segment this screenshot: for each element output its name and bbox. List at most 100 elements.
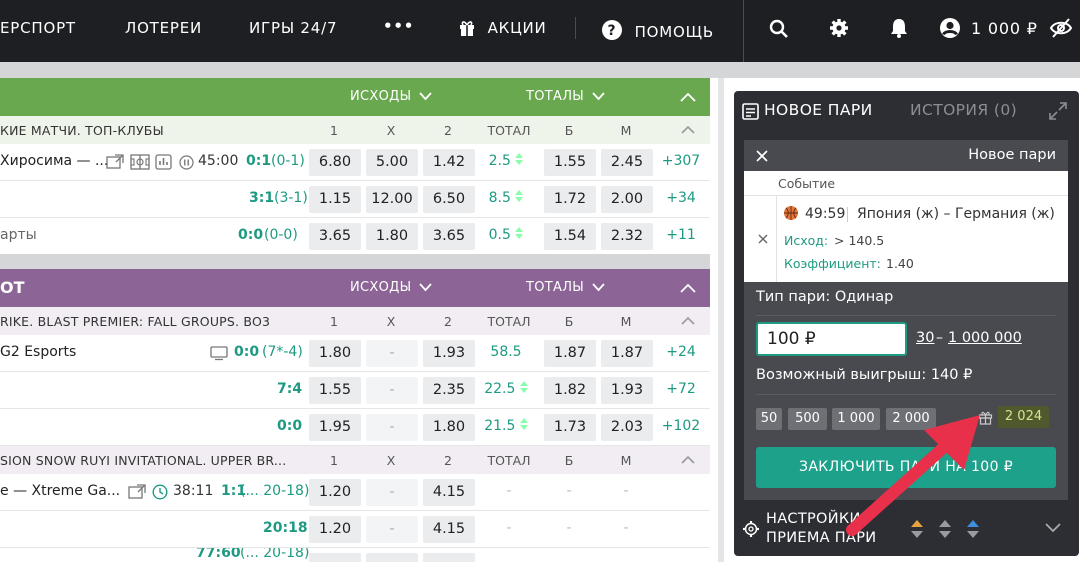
odds-1[interactable]: 1.20: [309, 479, 361, 506]
table-row[interactable]: 77:60 (... 20-18): [0, 548, 710, 562]
search-icon[interactable]: [769, 19, 789, 39]
odds-1[interactable]: 1.80: [309, 340, 361, 367]
collapse-chevron-icon[interactable]: [681, 316, 695, 325]
odds-under[interactable]: 2.03: [601, 414, 653, 441]
odds-2[interactable]: 1.80: [423, 414, 475, 441]
collapse-chevron-icon[interactable]: [681, 455, 695, 464]
bet-type[interactable]: Тип пари: Одинар: [756, 289, 894, 305]
table-row[interactable]: 20:18 1.20 - 4.15 - - -: [0, 511, 710, 548]
odds-under[interactable]: 1.93: [601, 377, 653, 404]
table-row[interactable]: арты 0:0 (0-0) 3.65 1.80 3.65 0.5 1.54 2…: [0, 218, 710, 254]
odds-change-any-icon[interactable]: [910, 519, 924, 539]
match-name[interactable]: Хиросима — ...: [0, 153, 109, 169]
stream-icon[interactable]: [210, 346, 228, 361]
gear-icon[interactable]: [829, 18, 849, 38]
totals-toggle[interactable]: ТОТАЛЫ: [526, 89, 585, 104]
more-markets-link[interactable]: +11: [666, 227, 696, 243]
quick-stake-chip[interactable]: 50: [756, 408, 782, 430]
quick-stake-chip[interactable]: 500: [788, 408, 827, 430]
event-name[interactable]: Япония (ж) – Германия (ж): [857, 206, 1055, 222]
odds-2[interactable]: 2.35: [423, 377, 475, 404]
total-value[interactable]: 22.5: [478, 381, 534, 397]
stake-input[interactable]: 100 ₽: [756, 322, 907, 356]
table-row[interactable]: Хиросима — ... 45:00 0:1 (0-1) 6.80 5.00…: [0, 144, 710, 181]
totals-toggle[interactable]: ТОТАЛЫ: [526, 280, 585, 295]
quick-stake-chip[interactable]: 2 000: [886, 408, 936, 430]
collapse-chevron-icon[interactable]: [680, 283, 696, 293]
odds-over[interactable]: 1.55: [544, 149, 596, 176]
nav-more-button[interactable]: •••: [383, 17, 415, 35]
odds-1[interactable]: 1.15: [309, 186, 361, 213]
more-markets-link[interactable]: +102: [661, 418, 701, 434]
bell-icon[interactable]: [890, 18, 908, 38]
table-row[interactable]: 0:0 1.95 - 1.80 21.5 1.73 2.03 +102: [0, 409, 710, 446]
hide-balance-icon[interactable]: [1049, 17, 1073, 39]
total-value[interactable]: 21.5: [478, 418, 534, 434]
match-name[interactable]: e — Xtreme Ga...: [0, 483, 121, 499]
league-title[interactable]: RIKE. BLAST PREMIER: FALL GROUPS. BO3: [0, 314, 271, 329]
odds-1[interactable]: 1.55: [309, 377, 361, 404]
league-title[interactable]: КИЕ МАТЧИ. ТОП-КЛУБЫ: [0, 123, 164, 138]
odds-2[interactable]: 1.42: [423, 149, 475, 176]
odds-1[interactable]: 6.80: [309, 149, 361, 176]
field-icon[interactable]: [130, 154, 150, 170]
odds-under[interactable]: 2.00: [601, 186, 653, 213]
odds-x[interactable]: [366, 553, 418, 562]
odds-1[interactable]: 1.95: [309, 414, 361, 441]
odds-change-none-icon[interactable]: [938, 519, 952, 539]
collapse-chevron-icon[interactable]: [681, 125, 695, 134]
table-row[interactable]: G2 Esports 0:0 (7*-4) 1.80 - 1.93 58.5 1…: [0, 335, 710, 372]
match-name[interactable]: арты: [0, 227, 37, 243]
odds-change-up-icon[interactable]: [966, 519, 980, 539]
odds-2[interactable]: 6.50: [423, 186, 475, 213]
odds-x[interactable]: 12.00: [366, 186, 418, 213]
odds-over[interactable]: 1.73: [544, 414, 596, 441]
odds-over[interactable]: 1.87: [544, 340, 596, 367]
odds-x[interactable]: 1.80: [366, 223, 418, 250]
stream-icon[interactable]: [106, 154, 124, 170]
odds-under[interactable]: 2.32: [601, 223, 653, 250]
outcomes-toggle[interactable]: ИСХОДЫ: [350, 89, 412, 104]
tab-history[interactable]: ИСТОРИЯ (0): [910, 101, 1018, 119]
bonus-chip[interactable]: 2 024: [998, 406, 1049, 428]
stream-icon[interactable]: [128, 484, 146, 500]
scrollbar[interactable]: [718, 78, 724, 562]
gear-icon[interactable]: [742, 520, 760, 538]
odds-2[interactable]: [423, 553, 475, 562]
nav-item-promotions[interactable]: АКЦИИ: [458, 19, 547, 37]
remove-bet-icon[interactable]: [758, 234, 768, 244]
total-value[interactable]: 0.5: [478, 227, 534, 243]
nav-item-games[interactable]: ИГРЫ 24/7: [249, 19, 338, 37]
more-markets-link[interactable]: +307: [661, 153, 701, 169]
nav-item-supersport[interactable]: ЕРСПОРТ: [0, 19, 76, 37]
odds-1[interactable]: 1.20: [309, 516, 361, 543]
table-row[interactable]: e — Xtreme Ga... 38:11 1:1 (... 20-18) 1…: [0, 474, 710, 511]
odds-over[interactable]: 1.72: [544, 186, 596, 213]
expand-icon[interactable]: [1048, 101, 1068, 121]
odds-2[interactable]: 3.65: [423, 223, 475, 250]
nav-item-help[interactable]: ? ПОМОЩЬ: [601, 19, 714, 41]
odds-2[interactable]: 1.93: [423, 340, 475, 367]
tab-new-bet[interactable]: НОВОЕ ПАРИ: [764, 101, 873, 119]
chevron-down-icon[interactable]: [1045, 523, 1061, 533]
user-account-icon[interactable]: [939, 17, 961, 39]
close-icon[interactable]: [756, 150, 768, 162]
collapse-chevron-icon[interactable]: [680, 92, 696, 102]
nav-item-lotteries[interactable]: ЛОТЕРЕИ: [125, 19, 203, 37]
max-stake-link[interactable]: 1 000 000: [948, 330, 1022, 346]
stats-icon[interactable]: [155, 154, 172, 170]
match-name[interactable]: G2 Esports: [0, 344, 77, 360]
odds-2[interactable]: 4.15: [423, 479, 475, 506]
total-value[interactable]: 2.5: [478, 153, 534, 169]
odds-under[interactable]: 2.45: [601, 149, 653, 176]
odds-x[interactable]: 5.00: [366, 149, 418, 176]
odds-2[interactable]: 4.15: [423, 516, 475, 543]
odds-1[interactable]: 3.65: [309, 223, 361, 250]
group-title[interactable]: ОТ: [0, 278, 25, 297]
odds-under[interactable]: 1.87: [601, 340, 653, 367]
odds-over[interactable]: 1.54: [544, 223, 596, 250]
more-markets-link[interactable]: +72: [666, 381, 696, 397]
league-title[interactable]: SION SNOW RUYI INVITATIONAL. UPPER BR...: [0, 453, 287, 468]
total-value[interactable]: 58.5: [490, 344, 522, 360]
odds-1[interactable]: [309, 553, 361, 562]
